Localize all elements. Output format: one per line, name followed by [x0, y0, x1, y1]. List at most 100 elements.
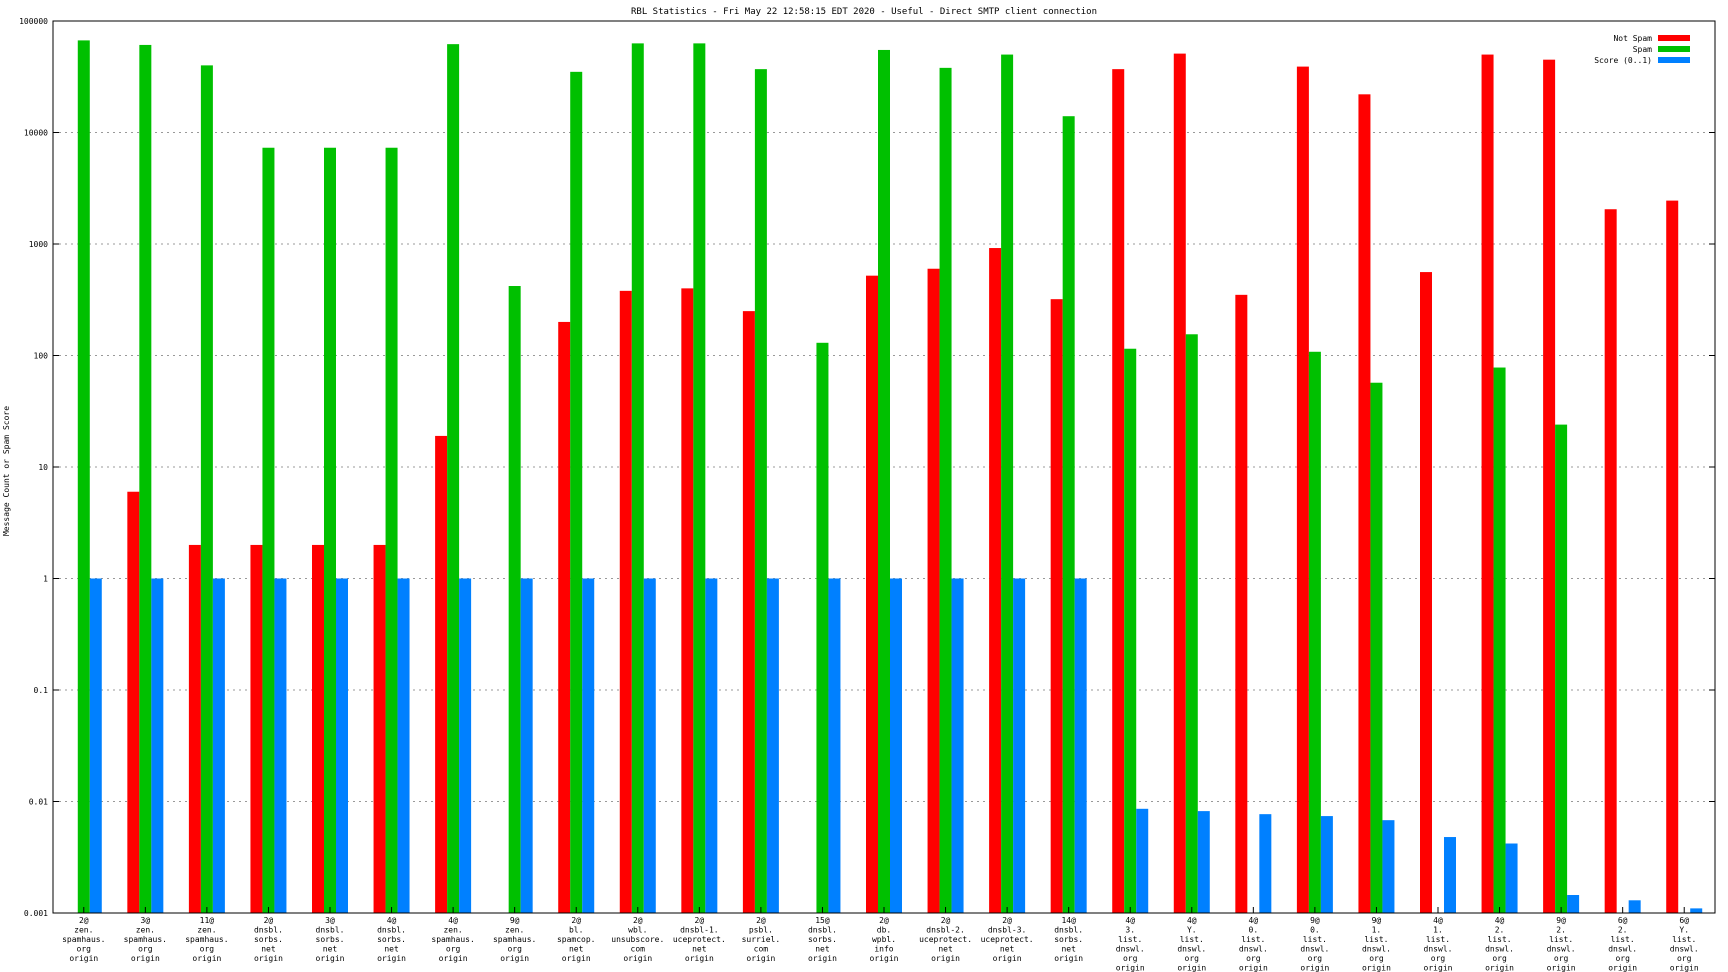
bar-spam: [262, 147, 275, 913]
x-category-line: origin: [562, 954, 591, 963]
y-tick-label: 0.01: [29, 798, 48, 807]
x-category-line: dnswl.: [1362, 945, 1391, 954]
x-category-line: org: [77, 945, 92, 954]
x-category-line: 4@: [1433, 916, 1443, 925]
bar-score: [1320, 816, 1333, 913]
bar-not-spam: [1296, 66, 1309, 913]
x-category-label: 4@ 0. list. dnswl. org origin: [1239, 916, 1268, 972]
x-category-line: origin: [1608, 964, 1637, 972]
x-category-line: net: [1000, 945, 1015, 954]
x-category-line: zen.: [74, 926, 93, 935]
y-tick-label: 10: [38, 463, 48, 472]
x-category-line: org: [1431, 954, 1446, 963]
legend-label: Score (0..1): [1594, 56, 1652, 65]
bar-spam: [508, 286, 521, 913]
x-category-label: 9@ 0. list. dnswl. org origin: [1300, 916, 1329, 972]
x-category-line: com: [754, 945, 769, 954]
bar-not-spam: [250, 544, 263, 913]
bar-score: [1013, 578, 1026, 913]
x-category-line: list.: [1611, 935, 1635, 944]
x-category-line: 4@: [1249, 916, 1259, 925]
bar-score: [1628, 900, 1641, 913]
bar-score: [1074, 578, 1087, 913]
x-category-line: 9@: [1372, 916, 1382, 925]
x-category-line: net: [323, 945, 338, 954]
bar-not-spam: [558, 321, 571, 913]
x-category-line: list.: [1672, 935, 1696, 944]
x-category-line: org: [1554, 954, 1569, 963]
bar-score: [1197, 811, 1210, 913]
bar-spam: [139, 44, 152, 913]
x-category-line: 2@: [756, 916, 766, 925]
x-category-line: origin: [1239, 964, 1268, 972]
x-category-line: sorbs.: [377, 935, 406, 944]
x-category-line: origin: [192, 954, 221, 963]
x-category-line: list.: [1180, 935, 1204, 944]
bar-not-spam: [435, 435, 448, 913]
x-category-label: 2@ psbl. surriel. com origin: [742, 916, 781, 963]
x-category-line: net: [938, 945, 953, 954]
bar-spam: [570, 71, 583, 913]
x-category-line: origin: [1300, 964, 1329, 972]
x-category-line: dnsbl.: [377, 926, 406, 935]
bar-score: [89, 578, 102, 913]
x-category-line: net: [569, 945, 584, 954]
bar-spam: [1493, 367, 1506, 913]
bar-not-spam: [188, 544, 201, 913]
x-category-line: origin: [131, 954, 160, 963]
x-category-line: origin: [439, 954, 468, 963]
x-category-label: 2@ wbl. unsubscore. com origin: [611, 916, 664, 963]
x-category-line: org: [1677, 954, 1692, 963]
x-category-line: origin: [1054, 954, 1083, 963]
bar-score: [520, 578, 533, 913]
x-category-line: 9@: [1310, 916, 1320, 925]
x-category-line: 3@: [141, 916, 151, 925]
x-category-line: spamhaus.: [431, 935, 474, 944]
x-category-line: org: [1123, 954, 1138, 963]
x-category-line: origin: [1485, 964, 1514, 972]
x-category-line: bl.: [569, 926, 583, 935]
x-category-line: zen.: [443, 926, 462, 935]
x-category-line: dnswl.: [1239, 945, 1268, 954]
x-category-line: 4@: [1495, 916, 1505, 925]
bar-spam: [324, 147, 336, 913]
x-category-line: 0.: [1249, 926, 1259, 935]
bar-not-spam: [1050, 299, 1063, 913]
bar-score: [951, 578, 964, 913]
bar-not-spam: [681, 288, 694, 913]
x-category-line: origin: [500, 954, 529, 963]
x-category-line: com: [631, 945, 646, 954]
legend-swatch: [1658, 46, 1690, 52]
bar-not-spam: [1420, 272, 1432, 913]
x-category-line: origin: [1547, 964, 1576, 972]
x-category-line: 9@: [1556, 916, 1566, 925]
x-category-line: 3@: [325, 916, 335, 925]
x-category-line: dnswl.: [1116, 945, 1145, 954]
bar-not-spam: [1112, 69, 1125, 913]
bar-spam: [754, 69, 767, 913]
x-category-line: dnswl.: [1547, 945, 1576, 954]
x-category-line: org: [1185, 954, 1200, 963]
x-category-line: origin: [870, 954, 899, 963]
x-category-line: dnswl.: [1177, 945, 1206, 954]
bar-spam: [1370, 382, 1383, 913]
x-category-label: 4@ 2. list. dnswl. org origin: [1485, 916, 1514, 972]
x-category-line: 11@: [200, 916, 215, 925]
x-category-line: 2.: [1556, 926, 1566, 935]
bar-not-spam: [742, 311, 755, 913]
x-category-line: dnsbl.: [808, 926, 837, 935]
bar-spam: [385, 147, 398, 913]
bar-score: [274, 578, 287, 913]
x-category-label: 4@ zen. spamhaus. org origin: [431, 916, 474, 963]
x-category-line: sorbs.: [808, 935, 837, 944]
bar-spam: [1124, 348, 1137, 913]
x-category-line: dnswl.: [1485, 945, 1514, 954]
bar-spam: [1001, 54, 1014, 914]
bar-spam: [77, 40, 90, 914]
x-category-line: 2.: [1618, 926, 1628, 935]
x-category-line: db.: [877, 926, 891, 935]
bar-spam: [939, 67, 952, 913]
x-category-line: surriel.: [742, 935, 781, 944]
x-category-line: origin: [254, 954, 283, 963]
x-category-line: dnsbl-2.: [926, 926, 965, 935]
